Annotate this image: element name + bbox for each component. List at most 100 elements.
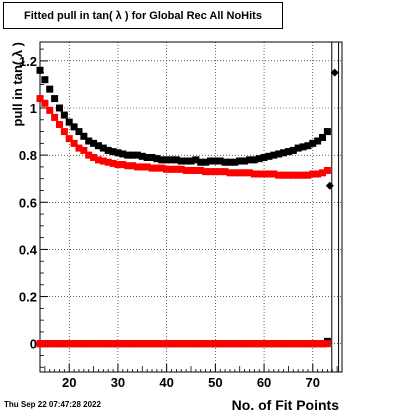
data-point: [41, 99, 49, 107]
data-point: [250, 170, 258, 178]
data-point: [187, 157, 195, 165]
data-point: [109, 159, 117, 167]
data-point: [202, 158, 210, 166]
data-point: [299, 143, 307, 151]
data-point: [265, 170, 273, 178]
data-point: [241, 169, 249, 177]
data-point: [221, 168, 229, 176]
data-point: [148, 154, 156, 161]
data-point: [138, 163, 146, 171]
data-point: [70, 139, 78, 147]
data-point: [143, 340, 151, 348]
data-point: [41, 340, 49, 348]
data-point: [211, 168, 219, 176]
data-point: [90, 139, 98, 147]
data-point: [323, 128, 331, 136]
y-tick-label: 0.8: [19, 148, 37, 163]
data-point: [270, 151, 278, 159]
data-point: [124, 162, 132, 170]
data-point: [284, 148, 292, 156]
y-axis-label: pull in tan( λ ): [10, 42, 25, 127]
data-point: [192, 156, 200, 164]
data-point: [70, 340, 78, 348]
data-point: [289, 146, 297, 154]
data-point: [197, 158, 205, 166]
data-point: [119, 161, 127, 169]
data-point: [36, 95, 44, 103]
data-point: [309, 139, 317, 147]
y-tick-label: 0.4: [19, 242, 38, 257]
data-point: [119, 340, 127, 348]
data-point: [255, 170, 263, 178]
x-tick-label: 50: [208, 375, 222, 390]
x-tick-label: 60: [257, 375, 271, 390]
data-point: [94, 156, 102, 164]
data-point: [280, 340, 288, 348]
data-point: [51, 95, 59, 103]
data-point: [182, 157, 190, 165]
data-point: [168, 165, 176, 173]
chart-title-box: Fitted pull in tan( λ ) for Global Rec A…: [3, 2, 283, 29]
data-point: [211, 157, 219, 165]
data-point: [163, 165, 171, 173]
data-point: [60, 128, 68, 136]
data-point: [221, 158, 229, 166]
data-point: [323, 166, 331, 174]
data-point: [241, 340, 249, 348]
data-point: [255, 155, 263, 163]
data-point: [231, 340, 239, 348]
data-point: [255, 340, 263, 348]
data-point: [153, 164, 161, 172]
data-point: [65, 118, 73, 126]
data-point: [172, 165, 180, 173]
data-point: [85, 340, 93, 348]
data-point: [90, 154, 98, 161]
data-point: [143, 163, 151, 171]
data-point: [90, 340, 98, 348]
data-point: [260, 340, 268, 348]
data-point: [36, 66, 44, 74]
data-point: [325, 181, 334, 190]
data-point: [270, 340, 278, 348]
timestamp: Thu Sep 22 07:47:28 2022: [4, 400, 101, 409]
data-point: [192, 340, 200, 348]
data-point: [168, 156, 176, 164]
data-point: [260, 170, 268, 178]
data-point: [94, 340, 102, 348]
data-point: [236, 340, 244, 348]
data-point: [289, 171, 297, 179]
data-point: [304, 171, 312, 179]
data-point: [148, 340, 156, 348]
data-point: [133, 163, 141, 171]
data-point: [75, 340, 83, 348]
data-point: [206, 340, 214, 348]
data-point: [99, 157, 107, 165]
data-point: [280, 171, 288, 179]
data-point: [124, 151, 132, 159]
data-point: [202, 340, 210, 348]
data-point: [275, 171, 283, 179]
data-point: [236, 169, 244, 177]
data-point: [304, 142, 312, 150]
data-point: [241, 157, 249, 165]
data-point: [265, 340, 273, 348]
data-point: [202, 168, 210, 176]
data-point: [99, 340, 107, 348]
data-point: [231, 169, 239, 177]
data-point: [158, 164, 166, 172]
data-point: [187, 340, 195, 348]
data-point: [41, 76, 49, 84]
data-point: [197, 166, 205, 174]
data-point: [304, 340, 312, 348]
data-point: [226, 169, 234, 177]
data-point: [314, 137, 322, 145]
data-point: [211, 340, 219, 348]
data-point: [319, 340, 327, 348]
y-tick-label: 0: [30, 337, 37, 352]
data-point: [158, 156, 166, 164]
data-point: [129, 162, 137, 170]
data-point: [245, 156, 253, 164]
data-point: [55, 340, 63, 348]
data-point: [104, 340, 112, 348]
